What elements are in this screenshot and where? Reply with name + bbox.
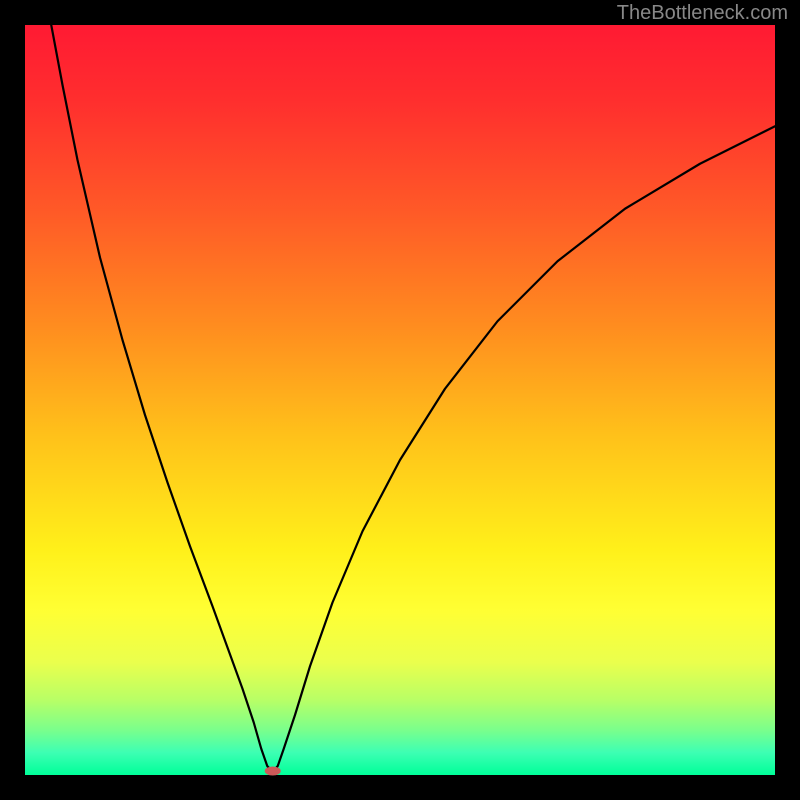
- plot-frame: [25, 25, 775, 775]
- plot-area: [25, 25, 775, 775]
- gradient-background: [25, 25, 775, 775]
- minimum-marker: [264, 767, 281, 776]
- watermark-text: TheBottleneck.com: [617, 2, 788, 25]
